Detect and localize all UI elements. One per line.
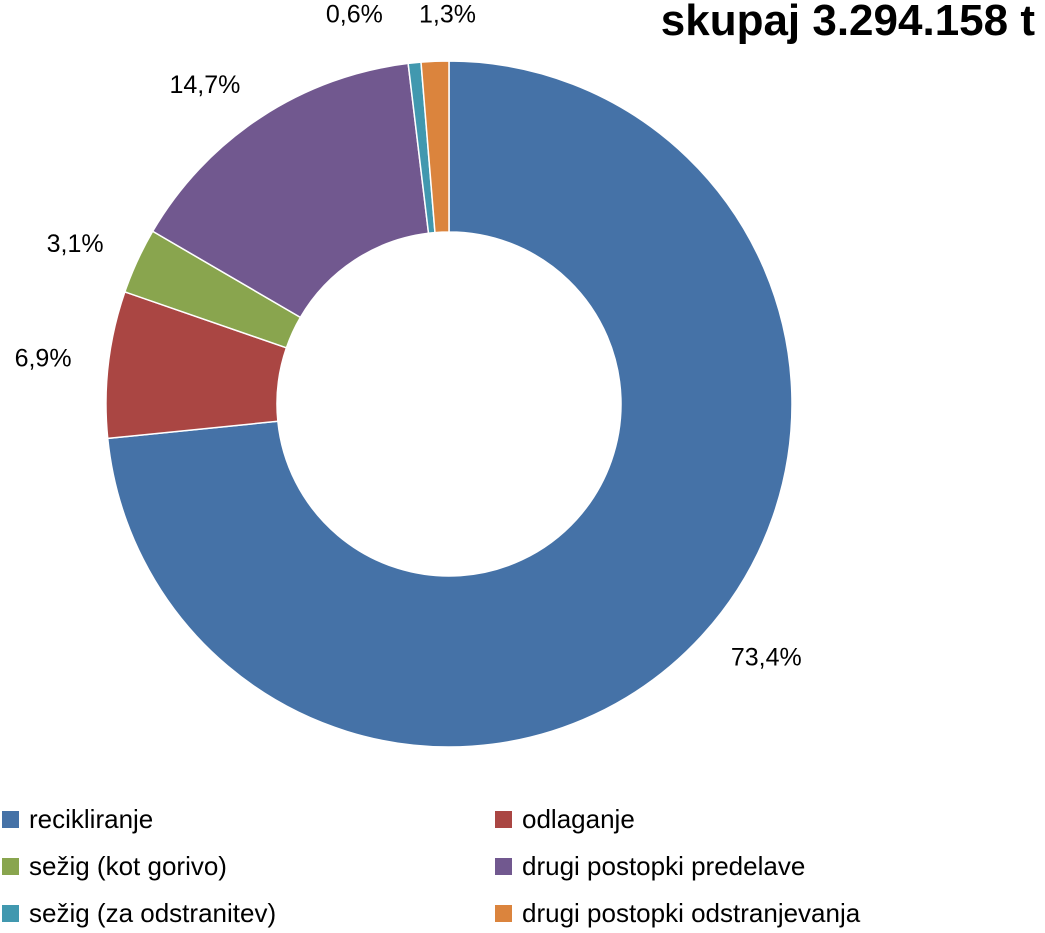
legend-item-sezig-za-odstranitev: sežig (za odstranitev): [2, 898, 276, 929]
data-label-drugi-postopki-odstranjevanja: 1,3%: [419, 1, 476, 29]
legend-item-recikliranje: recikliranje: [2, 804, 153, 835]
legend-swatch-sezig-za-odstranitev: [2, 905, 19, 922]
donut-chart: 73,4% 6,9% 3,1% 14,7% 0,6% 1,3%: [15, 1, 802, 748]
slice-recikliranje: [106, 60, 793, 748]
legend-label-drugi-postopki-predelave: drugi postopki predelave: [522, 851, 806, 881]
data-label-odlaganje: 6,9%: [15, 345, 72, 373]
slice-drugi-postopki-predelave: [151, 62, 430, 319]
legend: recikliranje odlaganje sežig (kot gorivo…: [0, 800, 1045, 933]
data-label-sezig-za-odstranitev: 0,6%: [326, 1, 383, 29]
legend-swatch-drugi-postopki-odstranjevanja: [495, 905, 512, 922]
legend-swatch-odlaganje: [495, 811, 512, 828]
legend-label-drugi-postopki-odstranjevanja: drugi postopki odstranjevanja: [522, 898, 861, 928]
legend-label-sezig-za-odstranitev: sežig (za odstranitev): [29, 898, 277, 928]
data-label-sezig-kot-gorivo: 3,1%: [47, 230, 104, 258]
legend-item-odlaganje: odlaganje: [495, 804, 635, 835]
legend-item-drugi-postopki-predelave: drugi postopki predelave: [495, 851, 805, 882]
legend-item-sezig-kot-gorivo: sežig (kot gorivo): [2, 851, 227, 882]
legend-swatch-drugi-postopki-predelave: [495, 858, 512, 875]
slice-drugi-postopki-odstranjevanja: [420, 60, 450, 234]
legend-label-odlaganje: odlaganje: [522, 804, 635, 834]
chart-title: skupaj 3.294.158 t: [660, 0, 1035, 45]
legend-swatch-recikliranje: [2, 811, 19, 828]
legend-item-drugi-postopki-odstranjevanja: drugi postopki odstranjevanja: [495, 898, 860, 929]
legend-swatch-sezig-kot-gorivo: [2, 858, 19, 875]
data-label-drugi-postopki-predelave: 14,7%: [169, 71, 240, 99]
legend-label-recikliranje: recikliranje: [29, 804, 154, 834]
data-label-recikliranje: 73,4%: [731, 643, 802, 671]
legend-label-sezig-kot-gorivo: sežig (kot gorivo): [29, 851, 227, 881]
